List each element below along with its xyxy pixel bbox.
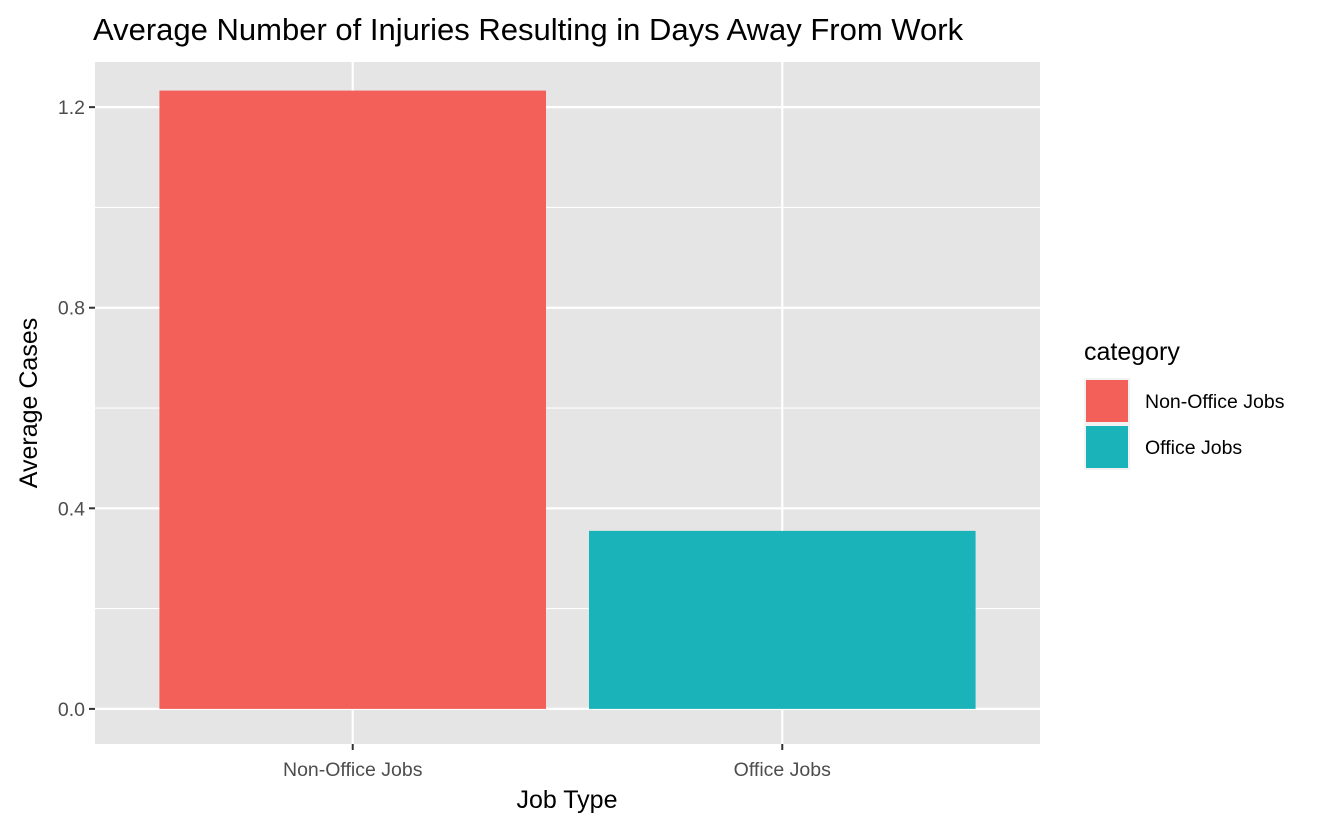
legend: category Non-Office Jobs Office Jobs [1084, 338, 1285, 470]
x-tick-label: Non-Office Jobs [283, 759, 423, 781]
legend-label: Office Jobs [1145, 437, 1242, 459]
x-axis-title: Job Type [516, 786, 617, 814]
y-tick-label: 0.4 [58, 498, 85, 520]
x-tick-label: Office Jobs [734, 759, 831, 781]
legend-key [1086, 380, 1128, 422]
bars [159, 90, 976, 709]
x-axis: Non-Office Jobs Office Jobs [283, 744, 831, 781]
y-tick-label: 0.0 [58, 699, 85, 721]
legend-title: category [1084, 338, 1180, 366]
chart-title: Average Number of Injuries Resulting in … [93, 12, 964, 47]
y-tick-label: 1.2 [58, 97, 85, 119]
legend-key [1086, 426, 1128, 468]
y-tick-label: 0.8 [58, 298, 85, 320]
y-axis-title: Average Cases [15, 318, 43, 488]
bar [159, 90, 547, 709]
y-axis: 0.0 0.4 0.8 1.2 [58, 97, 95, 721]
legend-label: Non-Office Jobs [1145, 391, 1285, 413]
bar [588, 530, 976, 709]
